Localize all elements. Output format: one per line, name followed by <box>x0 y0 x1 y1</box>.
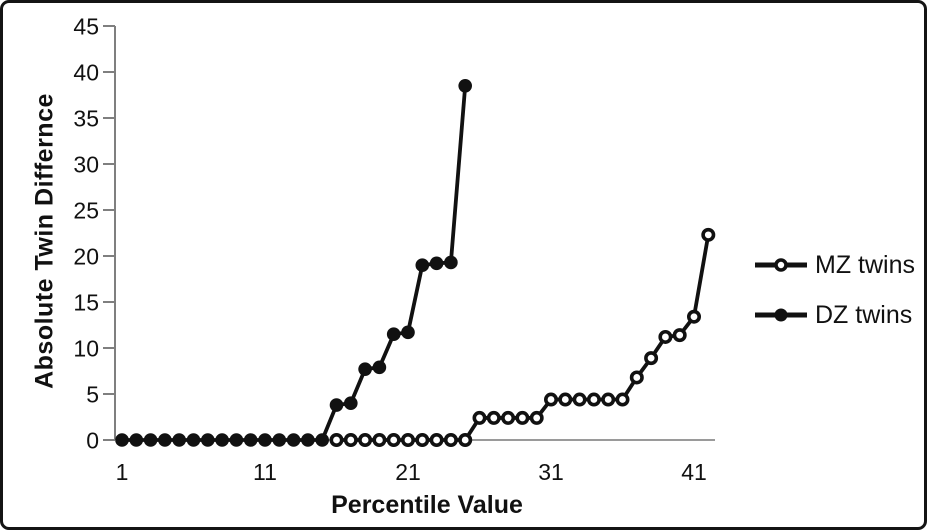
mz-data-point <box>486 410 501 425</box>
mz-data-point <box>644 351 659 366</box>
x-axis-title: Percentile Value <box>331 491 523 519</box>
mz-data-point <box>343 432 358 447</box>
y-tick-label: 0 <box>86 428 99 454</box>
dz-data-point <box>458 79 473 93</box>
dz-data-point <box>429 256 444 271</box>
dz-data-point <box>372 360 387 375</box>
open-circle-marker-icon <box>755 258 807 272</box>
dz-data-point <box>243 433 258 447</box>
y-tick-label: 40 <box>73 60 99 86</box>
legend-item-mz: MZ twins <box>755 250 915 280</box>
y-axis-title: Absolute Twin Differnce <box>30 93 59 389</box>
dz-data-point <box>315 433 330 447</box>
y-tick-label: 45 <box>73 14 99 40</box>
mz-data-point <box>429 432 444 447</box>
filled-circle-marker-icon <box>755 308 807 322</box>
mz-data-point <box>672 328 687 343</box>
mz-data-point <box>329 432 344 447</box>
legend-label-dz: DZ twins <box>815 300 913 329</box>
x-tick-label: 31 <box>538 459 564 485</box>
x-tick-label: 21 <box>395 459 421 485</box>
y-tick-label: 10 <box>73 336 99 362</box>
dz-data-point <box>444 255 458 270</box>
dz-data-point <box>115 433 129 447</box>
y-tick-label: 30 <box>73 152 99 178</box>
mz-data-point <box>515 410 530 425</box>
mz-data-point <box>443 432 458 447</box>
mz-data-point <box>586 392 601 407</box>
mz-data-point <box>615 392 630 407</box>
y-tick-label: 15 <box>73 290 99 316</box>
mz-data-point <box>558 392 573 407</box>
mz-data-point <box>415 432 430 447</box>
dz-data-point <box>258 433 272 447</box>
dz-data-point <box>286 433 301 447</box>
dz-data-point <box>344 396 358 411</box>
mz-data-point <box>572 392 587 407</box>
dz-data-point <box>386 327 401 342</box>
dz-data-point <box>401 325 415 340</box>
dz-series-line <box>122 85 468 442</box>
dz-data-point <box>272 433 287 447</box>
mz-data-point <box>629 370 644 385</box>
mz-data-point <box>686 309 701 324</box>
dz-data-point <box>358 362 372 376</box>
mz-data-point <box>601 392 616 407</box>
mz-data-point <box>400 432 415 447</box>
dz-data-point <box>229 433 244 447</box>
dz-data-point <box>186 433 201 447</box>
dz-data-point <box>215 433 229 447</box>
mz-data-point <box>358 432 373 447</box>
y-tick-label: 35 <box>73 106 99 132</box>
mz-data-point <box>529 410 544 425</box>
y-tick-label: 25 <box>73 198 99 224</box>
mz-data-point <box>458 432 473 447</box>
mz-data-point <box>501 410 516 425</box>
y-tick-label: 20 <box>73 244 99 270</box>
legend-label-mz: MZ twins <box>815 250 915 279</box>
mz-data-point <box>386 432 401 447</box>
mz-data-point <box>543 392 558 407</box>
legend-item-dz: DZ twins <box>755 300 915 330</box>
legend: MZ twins DZ twins <box>755 250 915 330</box>
x-tick-label: 11 <box>253 459 277 485</box>
mz-data-point <box>472 410 487 425</box>
dz-data-point <box>172 433 186 447</box>
dz-data-point <box>201 433 215 447</box>
dz-data-point <box>143 433 158 447</box>
x-tick-label: 41 <box>681 459 707 485</box>
dz-data-point <box>415 258 430 272</box>
mz-data-point <box>658 329 673 344</box>
dz-data-point <box>158 433 172 447</box>
dz-data-point <box>329 398 344 412</box>
y-tick-label: 5 <box>86 382 99 408</box>
mz-data-point <box>372 432 387 447</box>
dz-data-point <box>301 433 315 447</box>
x-tick-label: 1 <box>116 459 129 485</box>
dz-data-point <box>129 433 144 447</box>
mz-data-point <box>701 227 716 242</box>
